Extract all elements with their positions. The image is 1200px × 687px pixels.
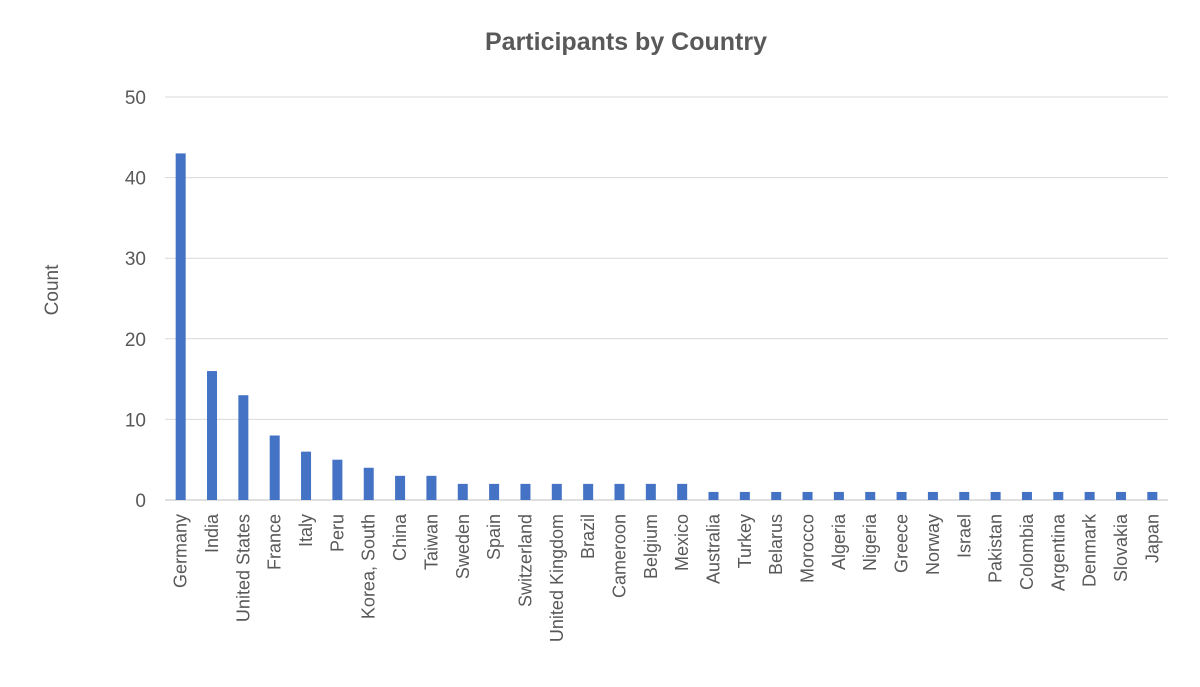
x-axis-categories: Germany India United States France Italy Peru…: [171, 513, 1163, 642]
x-category-label: Mexico: [672, 514, 692, 571]
bar: [207, 371, 218, 500]
bar: [1084, 491, 1095, 500]
x-category-label: France: [265, 514, 285, 570]
bar: [332, 459, 343, 500]
x-category-label: Japan: [1142, 514, 1162, 563]
bars: [175, 153, 1158, 501]
x-category-label: United States: [233, 514, 253, 622]
bar: [959, 491, 970, 500]
bar: [614, 483, 625, 500]
x-category-label: Nigeria: [860, 513, 880, 571]
y-tick-label: 0: [135, 491, 146, 512]
bar: [990, 491, 1001, 500]
bar: [363, 467, 374, 500]
x-category-label: Switzerland: [515, 514, 535, 607]
x-category-label: Brazil: [578, 514, 598, 559]
y-tick-label: 40: [125, 169, 146, 190]
bar: [833, 491, 844, 500]
bar: [739, 491, 750, 500]
bar: [551, 483, 562, 500]
x-category-label: Norway: [923, 514, 943, 575]
bar: [269, 435, 280, 500]
x-category-label: Taiwan: [421, 514, 441, 570]
bar: [1021, 491, 1032, 500]
x-category-label: China: [390, 513, 410, 561]
y-tick-label: 10: [125, 410, 146, 431]
bar: [1115, 491, 1126, 500]
x-category-label: Korea, South: [359, 514, 379, 619]
bar: [1053, 491, 1064, 500]
bar: [708, 491, 719, 500]
bar: [677, 483, 688, 500]
bar: [583, 483, 594, 500]
y-axis-ticks: 0 10 20 30 40 50: [125, 88, 146, 512]
x-category-label: Israel: [954, 514, 974, 558]
bar: [1147, 491, 1158, 500]
x-category-label: Peru: [327, 514, 347, 552]
bar: [927, 491, 938, 500]
bar: [301, 451, 312, 500]
x-category-label: Spain: [484, 514, 504, 560]
x-category-label: Slovakia: [1111, 513, 1131, 582]
x-category-label: Morocco: [798, 514, 818, 583]
bar: [426, 475, 437, 500]
x-category-label: United Kingdom: [547, 514, 567, 642]
bar: [489, 483, 500, 500]
x-category-label: Pakistan: [986, 514, 1006, 583]
gridlines: [165, 96, 1168, 501]
bar: [520, 483, 531, 500]
bar: [238, 395, 249, 500]
x-category-label: Australia: [704, 513, 724, 584]
x-category-label: India: [202, 513, 222, 553]
x-category-label: Sweden: [453, 514, 473, 579]
x-category-label: Colombia: [1017, 513, 1037, 590]
y-tick-label: 30: [125, 249, 146, 270]
bar: [645, 483, 656, 500]
bar: [865, 491, 876, 500]
bar: [896, 491, 907, 500]
bar: [771, 491, 782, 500]
bar: [802, 491, 813, 500]
x-category-label: Germany: [171, 514, 191, 588]
bar: [175, 153, 186, 501]
chart-title: Participants by Country: [485, 28, 767, 56]
y-tick-label: 20: [125, 330, 146, 351]
x-category-label: Argentina: [1048, 513, 1068, 591]
y-axis-label: Count: [42, 264, 63, 315]
x-category-label: Algeria: [829, 513, 849, 570]
bar: [395, 475, 406, 500]
x-category-label: Italy: [296, 514, 316, 547]
x-category-label: Belarus: [766, 514, 786, 575]
bar: [457, 483, 468, 500]
x-category-label: Greece: [892, 514, 912, 573]
x-category-label: Belgium: [641, 514, 661, 579]
x-category-label: Cameroon: [609, 514, 629, 598]
x-category-label: Denmark: [1080, 513, 1100, 587]
x-category-label: Turkey: [735, 514, 755, 568]
y-tick-label: 50: [125, 88, 146, 109]
